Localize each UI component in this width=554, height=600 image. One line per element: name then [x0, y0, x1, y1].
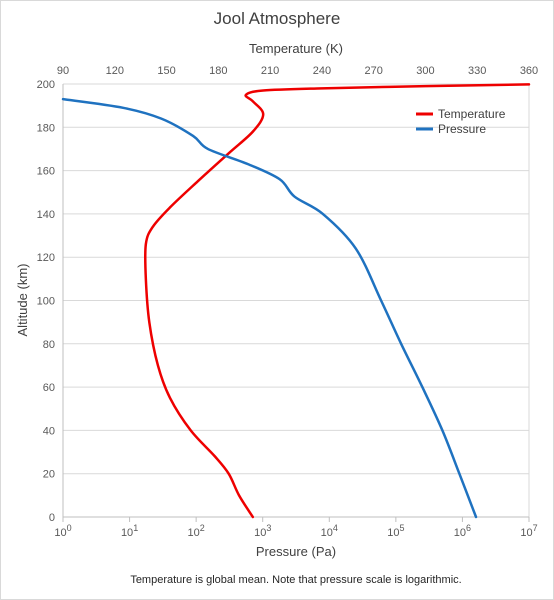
series-lines — [61, 83, 531, 519]
chart-footnote: Temperature is global mean. Note that pr… — [130, 574, 461, 586]
bottom-tick-label-1: 101 — [121, 523, 138, 539]
legend-label-pressure: Pressure — [438, 122, 486, 136]
y-tick-label-20: 20 — [43, 469, 55, 481]
bottom-tick-label-0: 100 — [54, 523, 71, 539]
series-line-pressure — [61, 97, 478, 519]
top-tick-label-180: 180 — [209, 65, 227, 77]
top-tick-label-240: 240 — [313, 65, 331, 77]
top-tick-label-210: 210 — [261, 65, 279, 77]
top-axis-title: Temperature (K) — [249, 41, 343, 56]
top-tick-label-90: 90 — [57, 65, 69, 77]
series-line-temperature — [143, 83, 531, 519]
top-tick-label-150: 150 — [157, 65, 175, 77]
bottom-tick-label-4: 104 — [321, 523, 338, 539]
y-tick-label-180: 180 — [37, 122, 55, 134]
y-tick-label-160: 160 — [37, 166, 55, 178]
top-tick-label-120: 120 — [106, 65, 124, 77]
y-tick-label-100: 100 — [37, 296, 55, 308]
top-tick-label-300: 300 — [416, 65, 434, 77]
y-tick-label-80: 80 — [43, 339, 55, 351]
legend-label-temperature: Temperature — [438, 107, 506, 121]
top-tick-label-360: 360 — [520, 65, 538, 77]
y-tick-label-60: 60 — [43, 382, 55, 394]
axes — [62, 84, 530, 522]
grid-lines — [63, 83, 529, 518]
bottom-tick-label-6: 106 — [454, 523, 471, 539]
bottom-tick-label-7: 107 — [520, 523, 537, 539]
bottom-tick-label-2: 102 — [188, 523, 205, 539]
y-tick-label-40: 40 — [43, 425, 55, 437]
bottom-axis-title: Pressure (Pa) — [256, 544, 336, 559]
y-tick-label-140: 140 — [37, 209, 55, 221]
y-axis-title: Altitude (km) — [15, 264, 30, 337]
bottom-tick-label-5: 105 — [387, 523, 404, 539]
y-tick-label-0: 0 — [49, 512, 55, 524]
top-tick-label-330: 330 — [468, 65, 486, 77]
chart-title: Jool Atmosphere — [214, 9, 341, 28]
top-tick-label-270: 270 — [364, 65, 382, 77]
y-tick-label-120: 120 — [37, 252, 55, 264]
bottom-tick-label-3: 103 — [254, 523, 271, 539]
y-tick-label-200: 200 — [37, 79, 55, 91]
